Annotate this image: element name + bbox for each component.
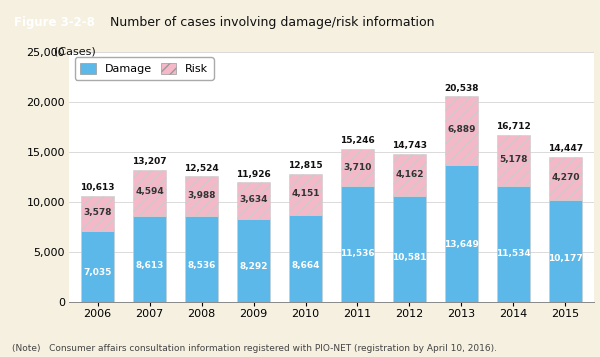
Text: 13,207: 13,207 xyxy=(132,157,167,166)
Text: 4,162: 4,162 xyxy=(395,170,424,179)
Text: 11,926: 11,926 xyxy=(236,170,271,178)
Text: 4,270: 4,270 xyxy=(551,173,580,182)
Bar xyxy=(445,96,478,165)
Text: 12,524: 12,524 xyxy=(184,164,219,173)
Text: 15,246: 15,246 xyxy=(340,136,375,145)
Bar xyxy=(185,176,218,216)
Text: 3,634: 3,634 xyxy=(239,195,268,205)
Bar xyxy=(133,216,166,302)
Text: 10,581: 10,581 xyxy=(392,253,427,262)
Text: 4,151: 4,151 xyxy=(291,189,320,198)
Bar xyxy=(445,165,478,302)
Bar xyxy=(394,154,425,196)
Bar xyxy=(549,200,581,302)
Bar xyxy=(497,186,530,302)
Text: (Note)   Consumer affairs consultation information registered with PIO-NET (regi: (Note) Consumer affairs consultation inf… xyxy=(12,344,497,353)
Text: (Cases): (Cases) xyxy=(54,46,96,56)
Text: 5,178: 5,178 xyxy=(499,155,527,164)
Text: 13,649: 13,649 xyxy=(444,240,479,249)
Text: 16,712: 16,712 xyxy=(496,122,531,131)
Bar xyxy=(341,149,374,186)
Text: 12,815: 12,815 xyxy=(288,161,323,170)
Bar xyxy=(82,196,114,231)
Text: 8,292: 8,292 xyxy=(239,262,268,271)
Legend: Damage, Risk: Damage, Risk xyxy=(74,57,214,80)
Text: 11,536: 11,536 xyxy=(340,249,375,258)
Text: 8,613: 8,613 xyxy=(136,261,164,270)
Text: Figure 3-2-8: Figure 3-2-8 xyxy=(14,16,95,29)
Text: 8,664: 8,664 xyxy=(291,261,320,270)
Bar xyxy=(394,196,425,302)
Text: 3,988: 3,988 xyxy=(187,191,216,200)
Text: Number of cases involving damage/risk information: Number of cases involving damage/risk in… xyxy=(110,16,434,29)
Bar xyxy=(497,135,530,186)
Bar xyxy=(238,219,269,302)
Text: 6,889: 6,889 xyxy=(447,125,476,134)
Bar xyxy=(289,174,322,215)
Bar xyxy=(289,215,322,302)
Bar xyxy=(82,231,114,302)
Bar xyxy=(238,182,269,219)
Text: 4,594: 4,594 xyxy=(135,187,164,196)
Bar xyxy=(133,170,166,216)
Text: 20,538: 20,538 xyxy=(444,84,479,92)
Text: 3,710: 3,710 xyxy=(343,162,371,172)
Text: 3,578: 3,578 xyxy=(83,208,112,217)
Text: 14,743: 14,743 xyxy=(392,141,427,151)
Bar xyxy=(185,216,218,302)
Text: 8,536: 8,536 xyxy=(187,261,216,270)
Bar xyxy=(341,186,374,302)
Text: 7,035: 7,035 xyxy=(83,268,112,277)
Bar xyxy=(549,157,581,200)
Text: 10,177: 10,177 xyxy=(548,255,583,263)
Text: 10,613: 10,613 xyxy=(80,183,115,192)
Text: 14,447: 14,447 xyxy=(548,145,583,154)
Text: 11,534: 11,534 xyxy=(496,249,531,258)
